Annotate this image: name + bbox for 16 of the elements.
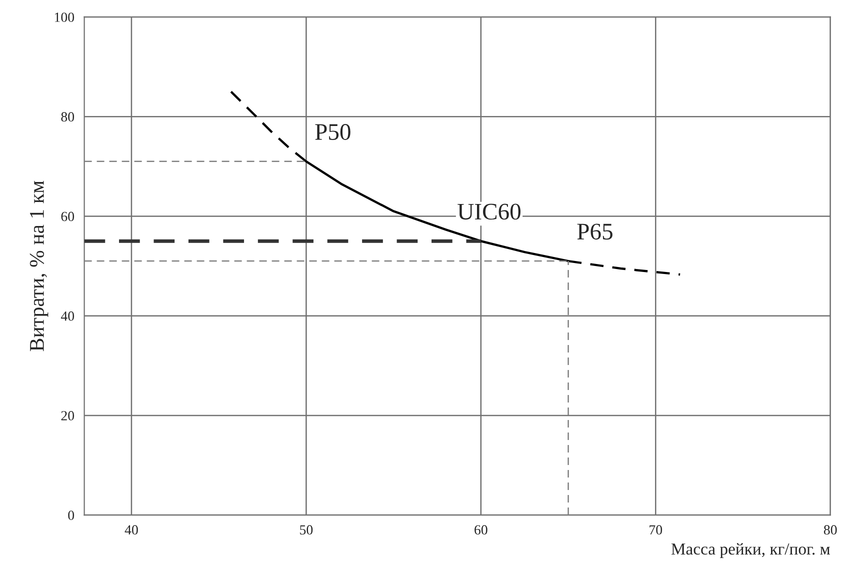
annotation: UIC60 bbox=[458, 204, 520, 220]
x-tick-label: 60 bbox=[474, 525, 488, 535]
y-tick-label: 0 bbox=[68, 510, 74, 520]
y-axis-title: Витрати, % на 1 км bbox=[30, 180, 48, 352]
x-tick-label: 40 bbox=[124, 525, 138, 535]
annotation: P65 bbox=[577, 224, 612, 240]
y-tick-label: 80 bbox=[61, 112, 74, 122]
annotation: P50 bbox=[315, 124, 350, 140]
x-tick-label: 70 bbox=[650, 525, 662, 535]
y-tick-label: 40 bbox=[60, 311, 74, 321]
x-axis-title: Масса рейки, кг/пог. м bbox=[671, 543, 830, 558]
y-tick-label: 20 bbox=[61, 411, 74, 420]
y-tick-label: 100 bbox=[54, 12, 74, 22]
x-tick-label: 50 bbox=[300, 525, 313, 535]
y-tick-label: 60 bbox=[61, 212, 74, 222]
x-tick-label: 80 bbox=[824, 525, 837, 535]
